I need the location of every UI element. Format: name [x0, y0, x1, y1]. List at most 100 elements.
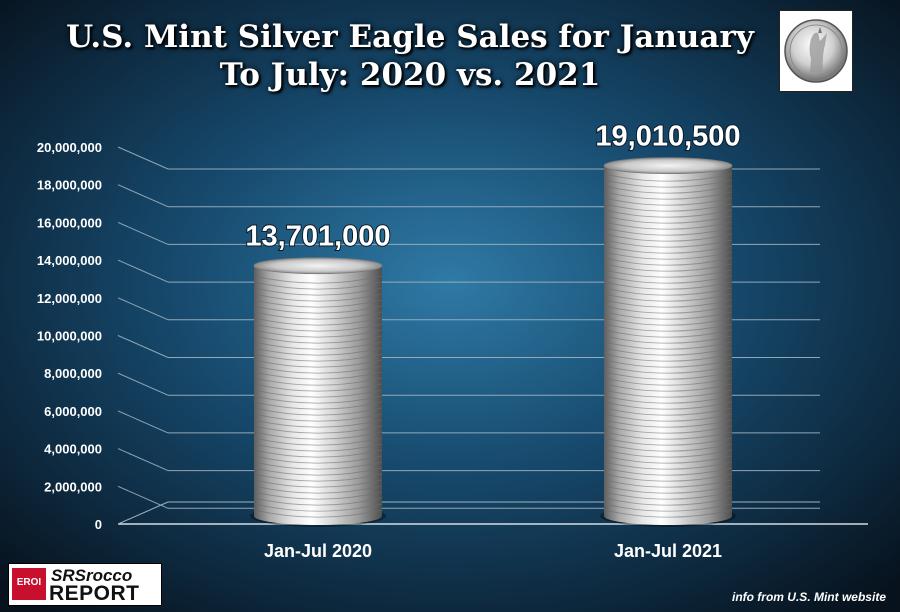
- coin-ridge: [253, 419, 383, 428]
- coin-ridge: [603, 173, 733, 182]
- srsrocco-report-logo: EROI SRSrocco REPORT: [8, 563, 162, 606]
- gridline-slant: [117, 372, 169, 396]
- coin-ridge: [253, 281, 383, 290]
- coin-ridge: [603, 419, 733, 428]
- coin-ridge: [603, 341, 733, 350]
- coin-ridge: [603, 293, 733, 302]
- coin-ridge: [253, 491, 383, 500]
- coin-ridge: [253, 395, 383, 404]
- coin-ridge: [603, 179, 733, 188]
- coin-ridge: [603, 503, 733, 512]
- coin-ridge: [603, 377, 733, 386]
- coin-ridge: [603, 461, 733, 470]
- coin-ridge: [603, 263, 733, 272]
- y-tick-label: 10,000,000: [37, 329, 102, 344]
- coin-ridge: [253, 335, 383, 344]
- eroi-badge-text: EROI: [16, 577, 42, 588]
- coin-ridge: [253, 347, 383, 356]
- y-tick-label: 12,000,000: [37, 291, 102, 306]
- source-note: info from U.S. Mint website: [731, 590, 886, 604]
- coin-ridge: [603, 329, 733, 338]
- logo-line2: REPORT: [49, 582, 140, 605]
- coin-ridge: [603, 215, 733, 224]
- coin-ridge: [603, 491, 733, 500]
- bar: [600, 157, 736, 527]
- y-tick-label: 4,000,000: [44, 442, 102, 457]
- coin-ridge: [253, 479, 383, 488]
- floor-edge: [117, 501, 169, 525]
- coin-ridge: [253, 293, 383, 302]
- coin-ridge: [253, 437, 383, 446]
- coin-ridge: [253, 299, 383, 308]
- bar: [250, 257, 386, 527]
- labels: 0 2,000,000 4,000,000 6,000,000 8,000,000 10,…: [37, 120, 742, 561]
- bar-bottom: [254, 507, 382, 525]
- coin-ridge: [603, 431, 733, 440]
- coin-ridge: [253, 425, 383, 434]
- gridline-slant: [117, 259, 169, 283]
- coin-ridge: [603, 359, 733, 368]
- data-label: 19,010,500: [595, 121, 740, 153]
- gridline-slant: [117, 410, 169, 434]
- data-label: 13,701,000: [245, 221, 390, 253]
- coin-ridge: [603, 479, 733, 488]
- y-tick-label: 6,000,000: [44, 404, 102, 419]
- coin-ridge: [603, 257, 733, 266]
- coin-ridge: [253, 503, 383, 512]
- bar-top: [253, 257, 383, 275]
- coin-ridge: [253, 407, 383, 416]
- coin-ridge: [603, 395, 733, 404]
- chart-title-line2: To July: 2020 vs. 2021: [219, 57, 601, 93]
- x-category-label: Jan-Jul 2020: [264, 541, 372, 561]
- coin-ridge: [603, 407, 733, 416]
- coin-ridge: [603, 449, 733, 458]
- coin-ridge: [253, 485, 383, 494]
- coin-ridge: [603, 353, 733, 362]
- y-tick-label: 14,000,000: [37, 253, 102, 268]
- bar-bottom: [604, 507, 732, 525]
- coin-ridge: [603, 389, 733, 398]
- gridline-slant: [117, 335, 169, 358]
- y-tick-label: 16,000,000: [37, 215, 102, 230]
- coin-ridge: [603, 209, 733, 218]
- coin-ridge: [253, 401, 383, 410]
- gridline-slant: [117, 297, 169, 321]
- coin-ridge: [253, 341, 383, 350]
- coin-ridge: [603, 305, 733, 314]
- coin-ridge: [603, 467, 733, 476]
- gridline-slant: [117, 221, 169, 245]
- coin-ridge: [253, 377, 383, 386]
- coin-ridge: [603, 269, 733, 278]
- coin-ridge: [603, 335, 733, 344]
- y-tick-label: 0: [95, 517, 102, 532]
- coin-ridge: [603, 227, 733, 236]
- silver-eagle-coin-icon: [779, 10, 853, 92]
- coin-ridge: [253, 461, 383, 470]
- coin-ridge: [603, 233, 733, 242]
- gridline-slant: [117, 485, 169, 509]
- coin-ridge: [253, 317, 383, 326]
- coin-ridge: [603, 287, 733, 296]
- coin-ridge: [603, 413, 733, 422]
- coin-ridge: [253, 455, 383, 464]
- coin-ridge: [603, 299, 733, 308]
- coin-ridge: [603, 275, 733, 284]
- coin-ridge: [603, 239, 733, 248]
- coin-ridge: [603, 485, 733, 494]
- coin-ridge: [253, 389, 383, 398]
- coin-ridge: [253, 329, 383, 338]
- coin-ridge: [603, 323, 733, 332]
- logo-line1: SRSrocco: [51, 566, 133, 585]
- coin-ridge: [253, 275, 383, 284]
- coin-ridge: [253, 305, 383, 314]
- eroi-badge: EROI: [12, 568, 46, 600]
- coin-ridge: [253, 413, 383, 422]
- coin-ridge: [253, 311, 383, 320]
- coin-ridge: [603, 371, 733, 380]
- coin-ridge: [253, 365, 383, 374]
- chart-title-line1: U.S. Mint Silver Eagle Sales for January: [66, 19, 754, 55]
- coin-ridge: [603, 455, 733, 464]
- coin-ridge: [603, 251, 733, 260]
